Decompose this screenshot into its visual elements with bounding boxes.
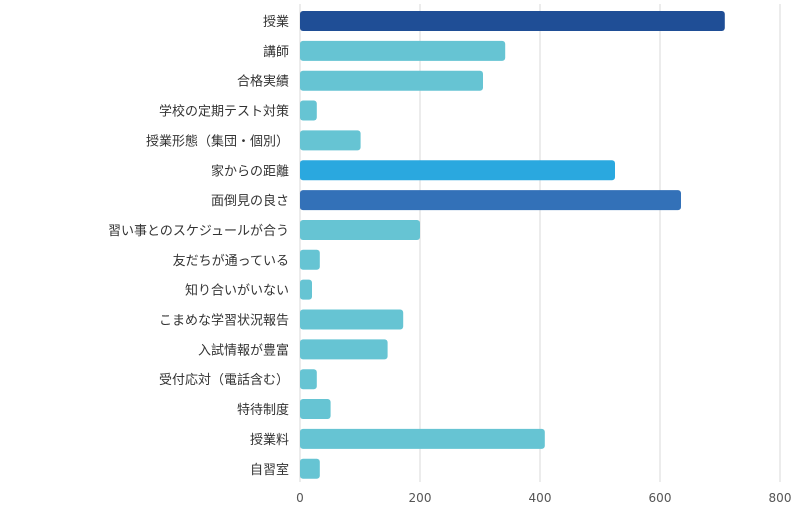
bar xyxy=(300,339,388,360)
bar xyxy=(300,219,420,240)
bar xyxy=(300,100,317,121)
bar xyxy=(300,309,404,330)
x-axis-tick-layer: 0 200 400 600 800 xyxy=(296,491,791,505)
bar xyxy=(300,130,361,151)
category-label: 面倒見の良さ xyxy=(211,193,289,209)
x-tick-label: 800 xyxy=(769,491,792,505)
category-label: 講師 xyxy=(263,44,289,60)
category-label: 授業 xyxy=(263,14,289,30)
bar xyxy=(300,279,312,300)
category-label: 受付応対（電話含む） xyxy=(159,372,289,388)
bar xyxy=(300,160,615,181)
bar xyxy=(300,11,725,31)
category-label: 入試情報が豊富 xyxy=(198,342,289,358)
x-tick-label: 400 xyxy=(529,491,552,505)
category-label: 授業形態（集団・個別） xyxy=(146,133,289,149)
category-label: 習い事とのスケジュールが合う xyxy=(108,224,289,239)
category-label: こまめな学習状況報告 xyxy=(159,313,289,329)
category-label: 授業料 xyxy=(250,432,289,448)
category-label: 友だちが通っている xyxy=(173,253,289,269)
x-tick-label: 200 xyxy=(409,491,432,505)
category-label: 家からの距離 xyxy=(211,163,289,179)
category-label: 特待制度 xyxy=(237,402,289,418)
bar xyxy=(300,249,320,270)
bar xyxy=(300,40,506,61)
category-label: 学校の定期テスト対策 xyxy=(159,104,289,120)
category-label: 合格実績 xyxy=(237,74,289,90)
x-tick-label: 600 xyxy=(649,491,672,505)
bar xyxy=(300,190,681,211)
bar xyxy=(300,428,545,449)
bar xyxy=(300,369,317,390)
x-tick-label: 0 xyxy=(296,491,304,505)
bar xyxy=(300,70,483,91)
bar xyxy=(300,458,320,479)
category-label: 自習室 xyxy=(250,462,289,478)
bar xyxy=(300,399,331,420)
category-label: 知り合いがいない xyxy=(185,283,289,299)
bar-layer xyxy=(300,11,725,479)
